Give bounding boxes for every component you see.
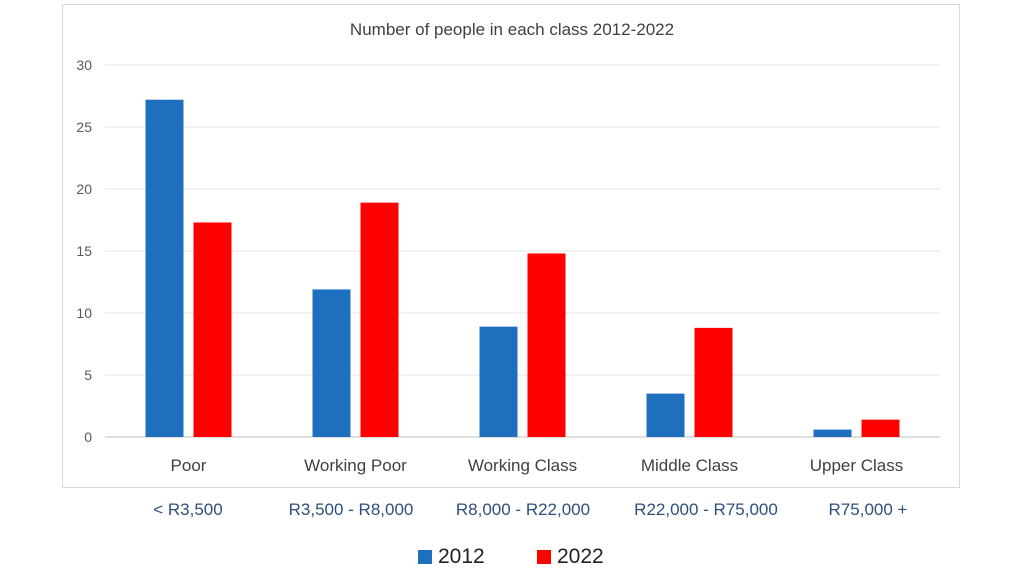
bar-2022-poor bbox=[193, 222, 232, 437]
legend: 2012 2022 bbox=[0, 545, 1024, 569]
bar-2022-upper-class bbox=[861, 419, 900, 437]
bar-2012-working-class bbox=[479, 326, 518, 437]
y-tick-label: 5 bbox=[84, 367, 92, 383]
bar-2012-working-poor bbox=[312, 289, 351, 437]
y-tick-label: 30 bbox=[76, 57, 92, 73]
x-category-label: Working Poor bbox=[304, 456, 407, 475]
legend-label-2022: 2022 bbox=[557, 545, 604, 568]
x-category-label: Poor bbox=[171, 456, 207, 475]
bar-2022-working-poor bbox=[360, 202, 399, 437]
y-tick-label: 20 bbox=[76, 181, 92, 197]
legend-label-2012: 2012 bbox=[438, 545, 485, 568]
legend-item-2022: 2022 bbox=[537, 545, 604, 569]
income-range-label: R3,500 - R8,000 bbox=[288, 500, 414, 519]
bar-2022-working-class bbox=[527, 253, 566, 437]
y-tick-label: 25 bbox=[76, 119, 92, 135]
income-range-label: R22,000 - R75,000 bbox=[634, 500, 778, 519]
x-category-label: Middle Class bbox=[641, 456, 738, 475]
bar-2022-middle-class bbox=[694, 327, 733, 437]
y-tick-label: 0 bbox=[84, 429, 92, 445]
x-category-label: Upper Class bbox=[810, 456, 904, 475]
bar-2012-middle-class bbox=[646, 393, 685, 437]
x-category-label: Working Class bbox=[468, 456, 577, 475]
income-range-label: R75,000 + bbox=[828, 500, 908, 519]
income-range-label: R8,000 - R22,000 bbox=[455, 500, 591, 519]
chart-title: Number of people in each class 2012-2022 bbox=[349, 20, 675, 39]
income-range-label: < R3,500 bbox=[153, 500, 223, 519]
legend-swatch-2012 bbox=[418, 550, 432, 564]
bar-2012-poor bbox=[145, 99, 184, 437]
bar-chart: 0 5 10 15 20 25 30 Poor Working Poor Working Clas… bbox=[76, 57, 940, 475]
bar-2012-upper-class bbox=[813, 429, 852, 437]
legend-swatch-2022 bbox=[537, 550, 551, 564]
y-tick-label: 10 bbox=[76, 305, 92, 321]
legend-item-2012: 2012 bbox=[418, 545, 485, 569]
y-tick-label: 15 bbox=[76, 243, 92, 259]
